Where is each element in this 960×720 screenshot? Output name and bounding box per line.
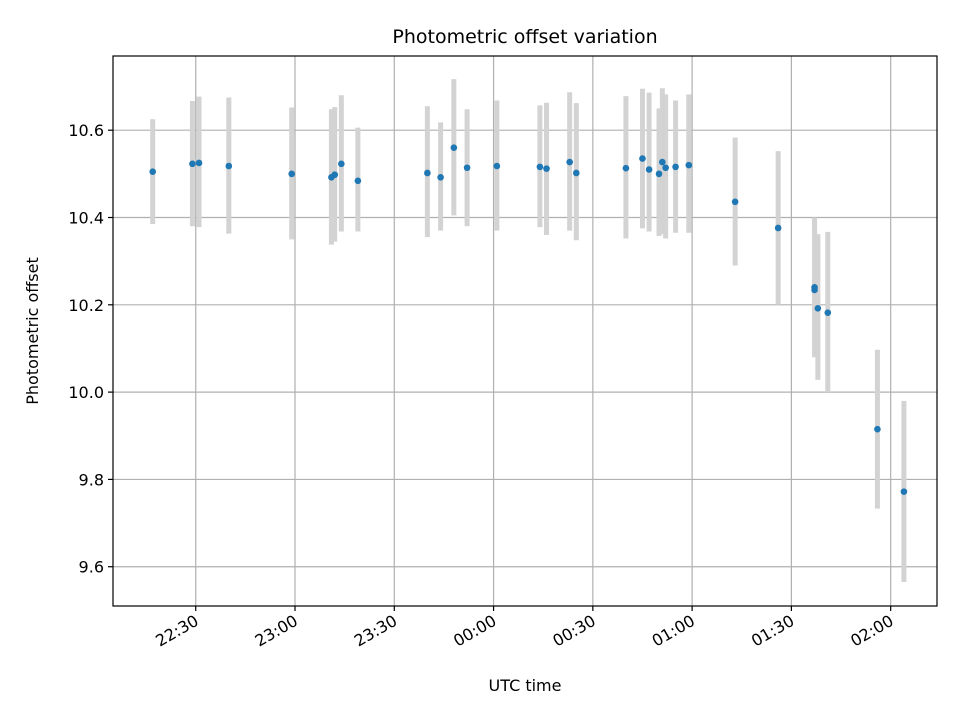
data-points [149,144,908,495]
data-point [774,224,782,232]
data-point [824,309,832,316]
grid [113,56,937,606]
data-point [536,163,544,171]
y-axis-label: Photometric offset [23,257,42,405]
y-tick-label: 10.2 [68,296,104,315]
data-point [450,144,458,151]
data-point [645,166,653,173]
data-point [338,160,345,168]
chart-title: Photometric offset variation [392,26,657,48]
data-point [672,163,679,171]
y-tick-label: 10.6 [68,121,104,140]
data-point [655,170,663,178]
data-point [639,155,646,162]
data-point [331,171,339,179]
y-tick-label: 9.8 [79,470,104,489]
y-tick-label: 10.4 [68,209,104,228]
y-axis-ticks: 9.6 9.8 10.0 10.2 10.4 10.6 [68,121,113,577]
data-point [731,198,739,206]
data-point [437,174,444,181]
data-point [685,161,693,169]
data-point [288,170,295,178]
data-point [189,160,196,168]
data-point [463,164,471,172]
data-point [622,164,630,172]
data-point [225,162,233,170]
data-point [811,284,818,291]
data-point [874,425,881,433]
data-point [354,177,362,185]
data-point [149,168,157,175]
data-point [424,169,431,177]
data-point [493,162,501,170]
data-point [659,158,666,166]
y-tick-label: 10.0 [68,383,104,402]
data-point [572,169,580,177]
data-point [195,159,203,167]
plot-frame [112,55,938,607]
data-point [566,158,573,166]
data-point [814,305,822,312]
data-point [543,165,550,172]
x-axis-label: UTC time [489,676,562,695]
data-point [662,164,669,172]
y-tick-label: 9.6 [79,558,104,577]
data-point [900,488,908,495]
